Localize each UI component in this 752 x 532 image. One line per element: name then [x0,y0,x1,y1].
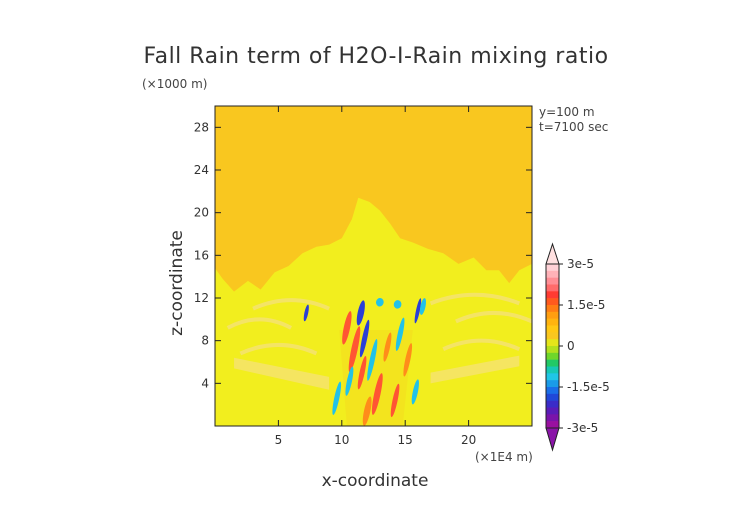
anomaly-streak [411,379,419,405]
colorbar-bottom-arrow [545,427,560,452]
cloud-band [252,298,330,311]
colorbar-label: 1.5e-5 [567,298,605,312]
plot-axes: 5 10 15 20 4 8 12 16 20 24 28 [194,105,533,447]
colorbar-bin [546,277,559,285]
colorbar-bin [546,339,559,347]
colorbar-bin [546,284,559,292]
anomaly-streak [367,338,378,381]
colorbar-top-arrow [545,242,560,265]
plot-frame [214,105,533,427]
anomaly-streak [356,300,365,326]
x-tick-label: 10 [334,433,349,447]
y-tick-label: 4 [201,376,209,390]
colorbar: 3e-5 1.5e-5 0 -1.5e-5 -3e-5 [545,242,610,452]
cloud-band [429,292,521,306]
colorbar-bin [546,305,559,313]
anomaly-streak [357,355,367,390]
x-tick-label: 20 [461,433,476,447]
colorbar-bin [546,380,559,388]
anomaly-streak [342,311,352,345]
colorbar-bin [546,332,559,340]
cloud-band [226,317,293,330]
y-tick-label: 16 [194,248,209,262]
cloud-band [239,343,318,356]
colorbar-bin [546,414,559,422]
colorbar-label: 3e-5 [567,257,594,271]
y-tick-label: 24 [194,163,209,177]
y-tick-label: 28 [194,120,209,134]
colorbar-bin [546,387,559,395]
colorbar-bin [546,264,559,272]
colorbar-label: 0 [567,339,575,353]
colorbar-label: -1.5e-5 [567,380,610,394]
annotation-t: t=7100 sec [539,120,609,134]
anomaly-streak [383,332,392,362]
x-axis-label: x-coordinate [321,471,429,491]
x-tick-label: 15 [398,433,413,447]
anomaly-streak [332,381,342,415]
colorbar-bin [546,291,559,299]
anomaly-streak [419,298,427,315]
cloud-band [455,311,532,324]
x-tick-label: 5 [275,433,283,447]
colorbar-bin [546,359,559,367]
colorbar-label: -3e-5 [567,421,598,435]
x-unit-label: (×1E4 m) [475,450,533,464]
colorbar-bin [546,352,559,360]
anomaly-streak [303,304,309,322]
anomaly-streak [390,383,400,418]
y-unit-label: (×1000 m) [142,77,208,91]
y-tick-label: 12 [194,291,209,305]
colorbar-bin [546,325,559,333]
colorbar-bin [546,393,559,401]
colorbar-bin [546,311,559,319]
anomaly-streak [345,366,354,396]
colorbar-bin [546,270,559,278]
colorbar-bin [546,346,559,354]
annotation-y: y=100 m [539,105,595,119]
anomaly-streak [393,300,402,309]
colorbar-bin [546,366,559,374]
anomaly-streak [371,373,383,415]
colorbar-bin [546,400,559,408]
anomaly-streak [348,326,361,373]
anomaly-streak [362,396,372,426]
anomaly-streak [359,319,370,358]
anomaly-streak [376,298,384,307]
colorbar-bin [546,318,559,326]
anomaly-streak [414,298,422,324]
colorbar-bin [546,373,559,381]
y-tick-label: 8 [201,334,209,348]
anomaly-streak [395,317,405,351]
y-tick-label: 20 [194,206,209,220]
colorbar-bin [546,407,559,415]
cloud-band [442,338,521,352]
anomaly-streak [403,343,413,377]
chart-title: Fall Rain term of H2O-I-Rain mixing rati… [143,44,609,69]
heatmap-field [215,106,532,426]
colorbar-bin [546,421,559,429]
cloud-band [234,357,330,390]
cloud-band [430,355,520,384]
colorbar-bin [546,298,559,306]
